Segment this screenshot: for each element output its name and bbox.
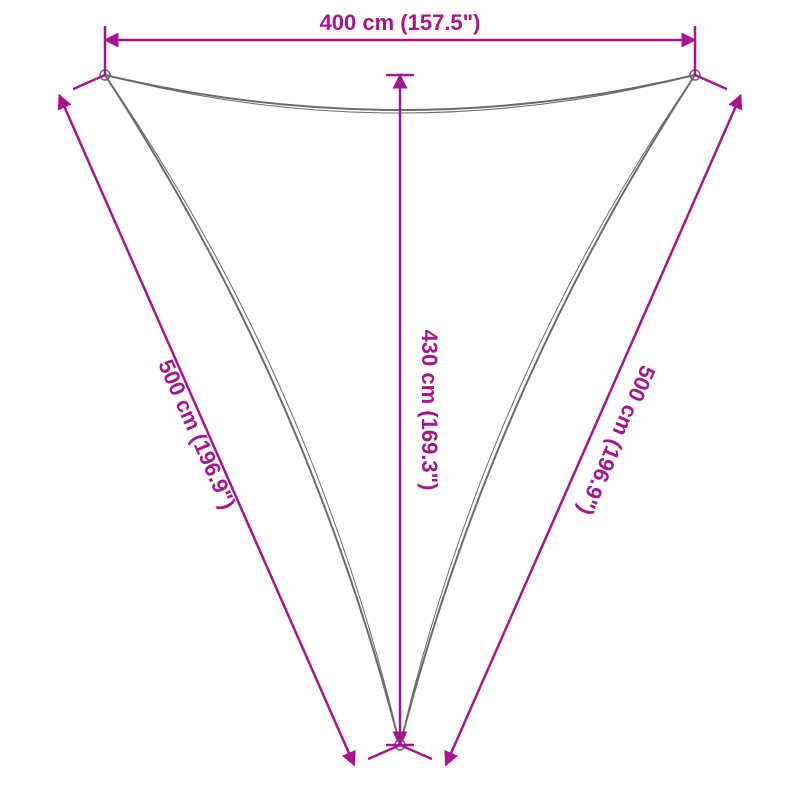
shade-sail-diagram: 400 cm (157.5") 430 cm (169.3") 500 cm (19…	[0, 0, 800, 800]
dimension-left-label: 500 cm (196.9")	[153, 356, 241, 513]
dimension-top-label: 400 cm (157.5")	[320, 10, 481, 35]
dimension-right-label: 500 cm (196.9")	[573, 362, 661, 519]
dimension-height-label: 430 cm (169.3")	[417, 330, 442, 491]
dimension-right-line	[446, 95, 741, 765]
